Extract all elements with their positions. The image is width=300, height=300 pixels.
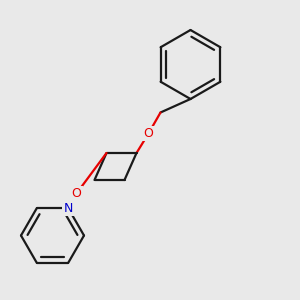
Text: N: N (64, 202, 73, 215)
Text: O: O (144, 127, 153, 140)
Text: O: O (72, 187, 81, 200)
